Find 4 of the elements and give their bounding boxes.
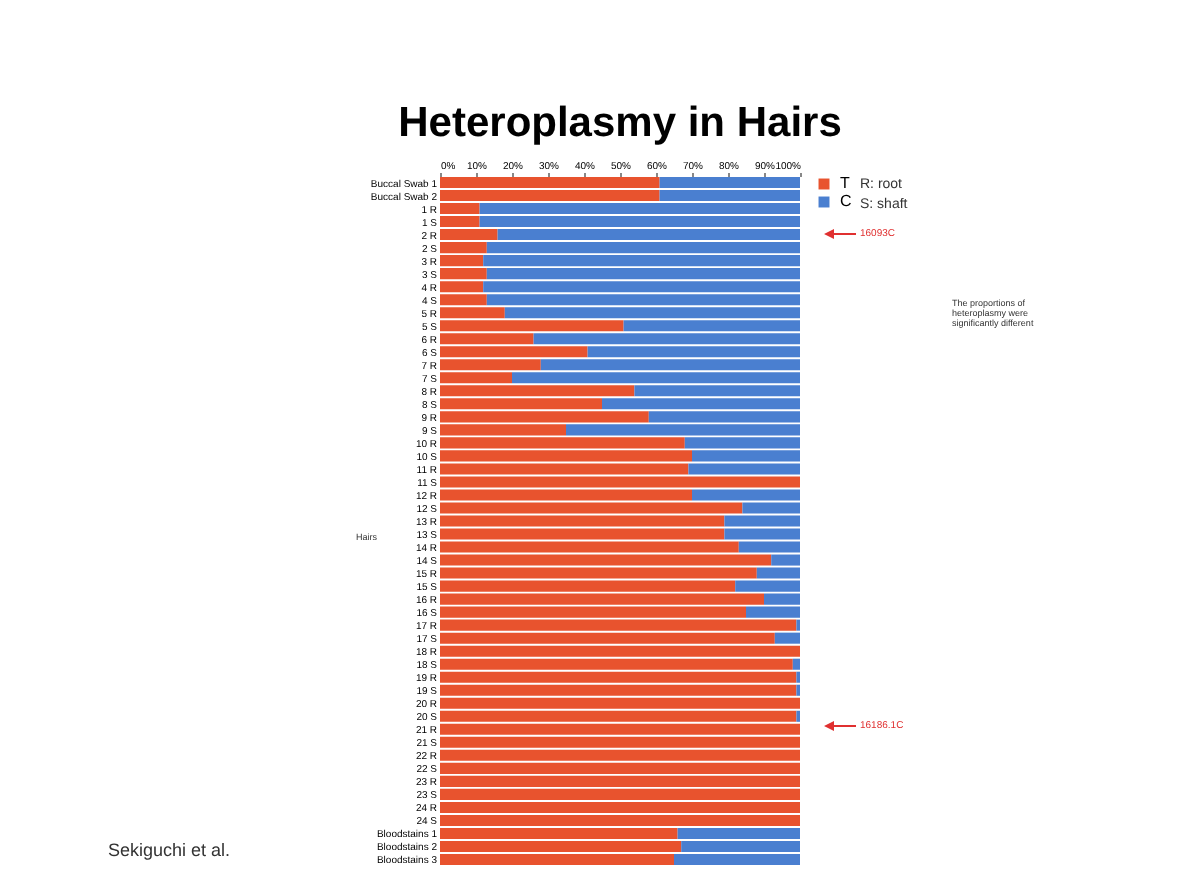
chart-title: Heteroplasmy in Hairs [398, 100, 842, 146]
legend-label: T [840, 174, 850, 192]
legend-label: C [840, 192, 852, 210]
text: Sekiguchi et al. [108, 840, 231, 860]
